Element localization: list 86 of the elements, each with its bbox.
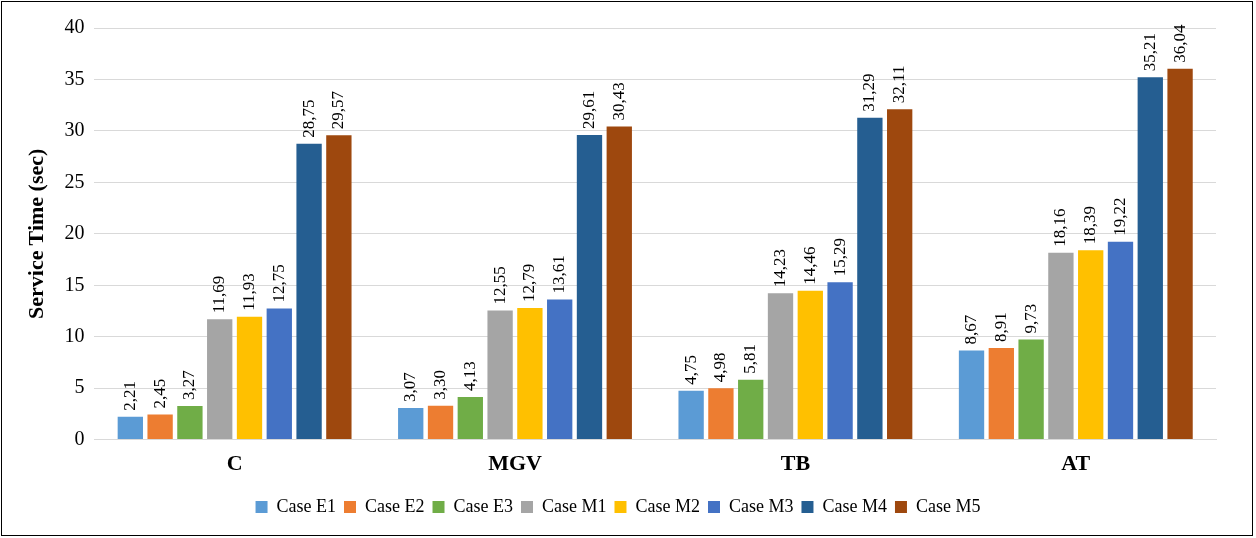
bar	[266, 308, 292, 440]
y-tick-label: 0	[74, 426, 85, 449]
bar	[738, 379, 764, 440]
y-tick-label: 35	[64, 66, 85, 89]
data-label: 8,91	[990, 312, 1010, 342]
x-tick-label: C	[226, 450, 243, 476]
legend-label: Case E3	[453, 495, 513, 516]
data-label: 11,93	[238, 273, 258, 311]
data-label: 11,69	[209, 275, 229, 314]
data-label: 3,07	[400, 371, 420, 403]
y-tick-label: 5	[74, 375, 85, 398]
bar	[1078, 250, 1104, 440]
bar	[296, 143, 322, 440]
data-label: 14,46	[799, 246, 819, 285]
bar	[326, 135, 352, 440]
x-tick-label: AT	[1061, 450, 1091, 476]
data-label: 2,45	[149, 378, 169, 409]
legend-label: Case E1	[276, 495, 337, 516]
y-tick-label: 25	[64, 169, 85, 192]
data-label: 12,55	[489, 266, 509, 305]
bar	[708, 388, 734, 440]
data-label: 4,98	[710, 352, 730, 383]
bar	[576, 134, 603, 440]
bar	[606, 126, 632, 440]
legend-label: Case E2	[365, 495, 425, 516]
bar	[1167, 68, 1193, 440]
data-label: 13,61	[549, 255, 569, 294]
bar	[457, 397, 483, 440]
y-tick-label: 20	[64, 221, 85, 244]
bar	[398, 408, 424, 440]
data-label: 35,21	[1139, 33, 1159, 72]
bar	[236, 316, 263, 440]
bar	[207, 319, 233, 440]
y-tick-label: 15	[64, 272, 85, 295]
legend-label: Case M2	[635, 495, 700, 516]
data-label: 36,04	[1169, 24, 1189, 63]
data-label: 18,39	[1080, 206, 1100, 245]
legend-label: Case M1	[541, 495, 607, 516]
data-label: 29,61	[578, 90, 598, 129]
data-label: 4,75	[680, 354, 700, 385]
bar	[857, 117, 883, 440]
bar	[958, 350, 985, 440]
data-label: 9,73	[1020, 303, 1040, 334]
bar	[427, 405, 454, 440]
data-label: 3,27	[179, 369, 199, 400]
legend-label: Case M4	[822, 495, 887, 516]
bar	[517, 307, 543, 440]
bar	[487, 310, 513, 440]
y-tick-label: 10	[64, 323, 85, 346]
data-label: 28,75	[298, 99, 318, 138]
data-label: 5,81	[740, 344, 760, 374]
bar	[678, 390, 704, 440]
x-tick-label: MGV	[488, 450, 542, 476]
bar	[887, 109, 913, 440]
bar	[797, 290, 823, 440]
bar	[1107, 241, 1134, 440]
bar	[767, 293, 794, 440]
data-label: 12,75	[268, 264, 288, 303]
y-tick-label: 40	[64, 15, 85, 38]
data-label: 18,16	[1050, 208, 1070, 247]
data-label: 8,67	[960, 314, 980, 345]
data-label: 14,23	[769, 248, 789, 288]
bar	[827, 282, 853, 440]
data-label: 2,21	[119, 381, 139, 411]
y-tick-label: 30	[64, 118, 85, 141]
data-label: 19,22	[1109, 197, 1129, 236]
data-label: 4,13	[459, 361, 479, 392]
y-axis-title: Service Time (sec)	[22, 148, 48, 319]
data-label: 29,57	[328, 90, 348, 130]
data-label: 12,79	[519, 263, 539, 302]
bar	[1137, 77, 1163, 440]
bar	[988, 347, 1014, 440]
bar	[147, 414, 173, 440]
bar	[547, 299, 573, 440]
x-tick-label: TB	[780, 450, 811, 476]
bar	[1018, 339, 1044, 440]
data-label: 30,43	[608, 82, 628, 121]
data-label: 31,29	[859, 73, 879, 112]
data-label: 3,30	[429, 369, 449, 400]
bar	[1048, 252, 1074, 440]
legend-label: Case M5	[915, 495, 981, 516]
bar	[117, 416, 143, 440]
data-label: 15,29	[829, 238, 849, 277]
legend-label: Case M3	[728, 495, 794, 516]
data-label: 32,11	[889, 65, 909, 104]
bar	[177, 405, 203, 440]
